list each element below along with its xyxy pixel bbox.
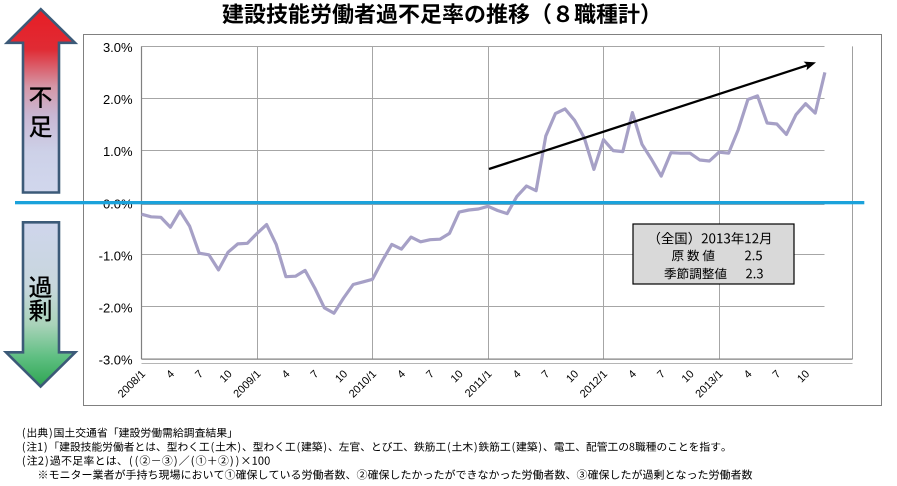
svg-text:1.0%: 1.0% (103, 144, 133, 159)
svg-text:2.0%: 2.0% (103, 92, 133, 107)
svg-text:-1.0%: -1.0% (99, 248, 133, 263)
svg-text:3.0%: 3.0% (103, 40, 133, 55)
svg-text:-2.0%: -2.0% (99, 301, 133, 316)
svg-text:-3.0%: -3.0% (99, 353, 133, 368)
